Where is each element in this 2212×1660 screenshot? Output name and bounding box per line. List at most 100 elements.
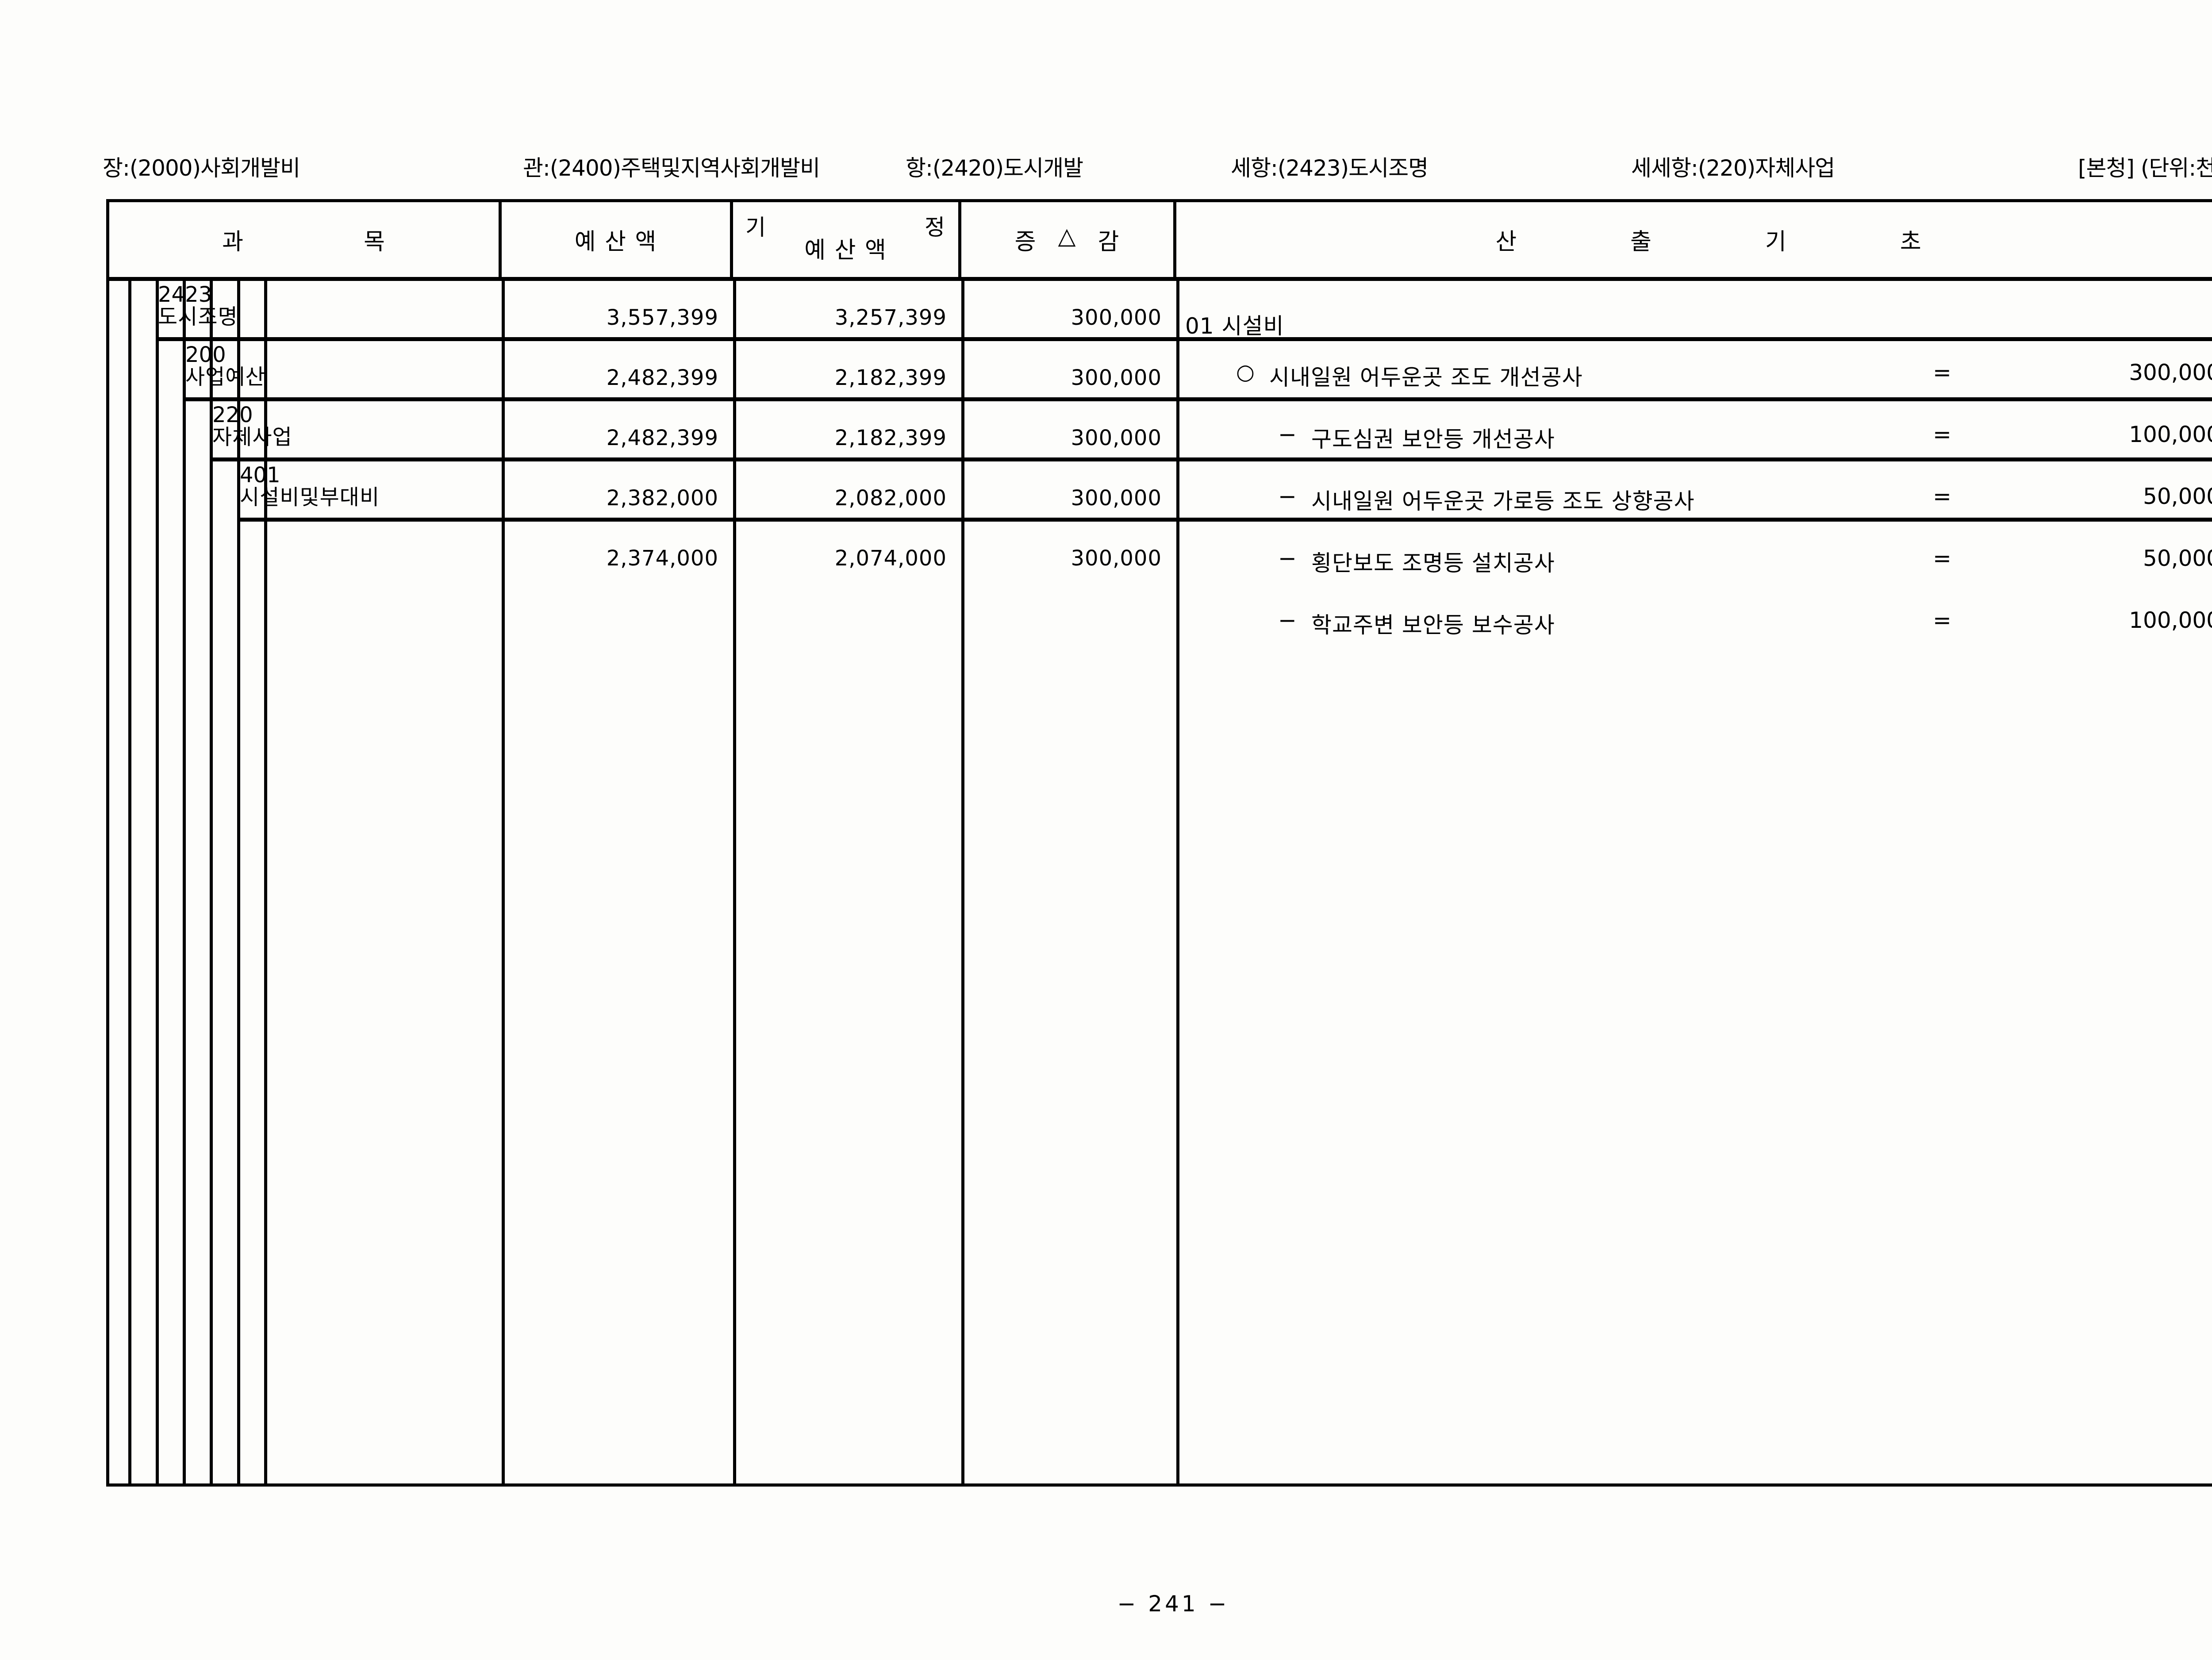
row-name: 사업예산 <box>185 365 265 390</box>
row-divider <box>156 337 2212 341</box>
dash-bullet-icon: − <box>1278 422 1297 447</box>
row-change: 300,000 <box>1071 426 1162 450</box>
column-header-gwamok: 과 목 <box>109 202 502 277</box>
row-label: 200 사업예산 <box>185 341 265 397</box>
table-header-row: 과 목 예 산 액 기 정 예 산 액 증 <box>109 202 2212 281</box>
column-rule-basis <box>1176 281 1179 1483</box>
column-header-change-decrease: 감 <box>1098 229 1120 255</box>
equals-sign: = <box>1933 484 1951 509</box>
column-header-calc-char2: 출 <box>1630 229 1652 255</box>
column-header-prior-budget: 기 정 예 산 액 <box>733 202 961 277</box>
column-rule-budget <box>502 281 505 1483</box>
basis-line: − 횡단보도 조명등 설치공사 = 50,000 <box>1176 546 2212 576</box>
column-rule-prior-budget <box>733 281 736 1483</box>
basis-line: − 시내일원 어두운곳 가로등 조도 상향공사 = 50,000 <box>1176 484 2212 514</box>
basis-line: − 학교주변 보안등 보수공사 = 100,000 <box>1176 607 2212 638</box>
row-budget: 2,482,399 <box>606 426 718 450</box>
column-header-calc-char1: 산 <box>1495 229 1518 255</box>
indent-rule-5 <box>237 281 240 1483</box>
row-prior-budget: 3,257,399 <box>834 305 947 330</box>
table-row: 220 자체사업 2,482,399 2,182,399 300,000 <box>109 401 2212 457</box>
row-budget: 2,374,000 <box>606 546 718 571</box>
equals-sign: = <box>1933 607 1951 633</box>
triangle-icon: △ <box>1058 223 1077 250</box>
circle-bullet-icon: ○ <box>1236 360 1255 384</box>
equals-sign: = <box>1933 360 1951 385</box>
column-header-prior-budget-line1a: 기 <box>745 215 767 241</box>
row-name: 자체사업 <box>212 425 292 450</box>
basis-line-text: 횡단보도 조명등 설치공사 <box>1311 550 1555 576</box>
column-rule-change <box>961 281 964 1483</box>
row-name: 시설비및부대비 <box>240 485 380 510</box>
column-header-gwamok-char2: 목 <box>364 229 386 255</box>
row-prior-budget: 2,074,000 <box>834 546 947 571</box>
equals-sign: = <box>1933 546 1951 571</box>
row-name: 도시조명 <box>158 304 238 330</box>
row-prior-budget: 2,082,000 <box>834 486 947 511</box>
basis-line-value: 100,000 <box>2129 607 2212 633</box>
indent-rule-3 <box>183 281 186 1483</box>
table-row: 2423 도시조명 3,557,399 3,257,399 300,000 <box>109 281 2212 337</box>
indent-rule-4 <box>210 281 213 1483</box>
row-budget: 2,382,000 <box>606 486 718 511</box>
budget-classification-header: 장:(2000)사회개발비 관:(2400)주택및지역사회개발비 항:(2420… <box>103 150 2212 181</box>
equals-sign: = <box>1933 422 1951 447</box>
row-label: 220 자체사업 <box>212 401 292 457</box>
dash-bullet-icon: − <box>1278 607 1297 633</box>
row-label: 401 시설비및부대비 <box>240 461 380 518</box>
column-header-prior-budget-line2: 예 산 액 <box>804 237 887 264</box>
column-header-change: 증 △ 감 <box>961 202 1176 277</box>
header-gwan: 관:(2400)주택및지역사회개발비 <box>523 155 820 181</box>
header-sehang: 세항:(2423)도시조명 <box>1231 155 1429 181</box>
row-prior-budget: 2,182,399 <box>834 426 947 450</box>
table-body: 2423 도시조명 3,557,399 3,257,399 300,000 20… <box>109 281 2212 1483</box>
table-row: 401 시설비및부대비 2,382,000 2,082,000 300,000 <box>109 461 2212 518</box>
basis-line-value: 50,000 <box>2143 484 2212 509</box>
row-prior-budget: 2,182,399 <box>834 365 947 390</box>
row-change: 300,000 <box>1071 305 1162 330</box>
column-header-gwamok-char1: 과 <box>222 229 244 255</box>
column-header-calc-char3: 기 <box>1765 229 1787 255</box>
row-divider <box>210 457 2212 461</box>
header-jang: 장:(2000)사회개발비 <box>103 155 300 181</box>
row-change: 300,000 <box>1071 365 1162 390</box>
row-budget: 3,557,399 <box>606 305 718 330</box>
row-divider <box>183 397 2212 401</box>
table-row: 200 사업예산 2,482,399 2,182,399 300,000 <box>109 341 2212 397</box>
row-label: 2423 도시조명 <box>158 281 238 337</box>
basis-line-text: 학교주변 보안등 보수공사 <box>1311 612 1555 638</box>
basis-line-value: 100,000 <box>2129 422 2212 447</box>
basis-line: ○ 시내일원 어두운곳 조도 개선공사 = 300,000 <box>1176 360 2212 390</box>
basis-line-value: 300,000 <box>2129 360 2212 385</box>
header-hang: 항:(2420)도시개발 <box>906 155 1083 181</box>
header-sesehang: 세세항:(220)자체사업 <box>1631 155 1835 181</box>
indent-rule-1 <box>128 281 131 1483</box>
dash-bullet-icon: − <box>1278 546 1297 571</box>
column-header-change-increase: 증 <box>1014 229 1037 255</box>
header-unit-note: [본청] (단위:천원) <box>2078 155 2212 181</box>
indent-rule-2 <box>156 281 159 1483</box>
basis-title: 01 시설비 <box>1185 313 1284 339</box>
basis-line-text: 구도심권 보안등 개선공사 <box>1311 427 1555 452</box>
dash-bullet-icon: − <box>1278 484 1297 509</box>
row-code: 401 <box>240 463 280 488</box>
basis-line-text: 시내일원 어두운곳 가로등 조도 상향공사 <box>1311 488 1695 514</box>
row-code: 220 <box>212 403 253 427</box>
basis-line-value: 50,000 <box>2143 546 2212 571</box>
row-change: 300,000 <box>1071 486 1162 511</box>
table-row: 2,374,000 2,074,000 300,000 <box>109 522 2212 578</box>
column-header-budget-amount-label: 예 산 액 <box>574 229 657 255</box>
basis-line: − 구도심권 보안등 개선공사 = 100,000 <box>1176 422 2212 452</box>
page-number: − 241 − <box>1117 1591 1229 1617</box>
row-change: 300,000 <box>1071 546 1162 571</box>
column-header-budget-amount: 예 산 액 <box>502 202 733 277</box>
row-divider <box>237 518 2212 522</box>
budget-table: 과 목 예 산 액 기 정 예 산 액 증 <box>106 199 2212 1487</box>
row-code: 2423 <box>158 282 212 307</box>
row-code: 200 <box>185 342 226 367</box>
indent-rule-6 <box>264 281 267 1483</box>
column-header-calc-char4: 초 <box>1900 229 1922 255</box>
row-budget: 2,482,399 <box>606 365 718 390</box>
column-header-prior-budget-line1b: 정 <box>925 215 946 241</box>
